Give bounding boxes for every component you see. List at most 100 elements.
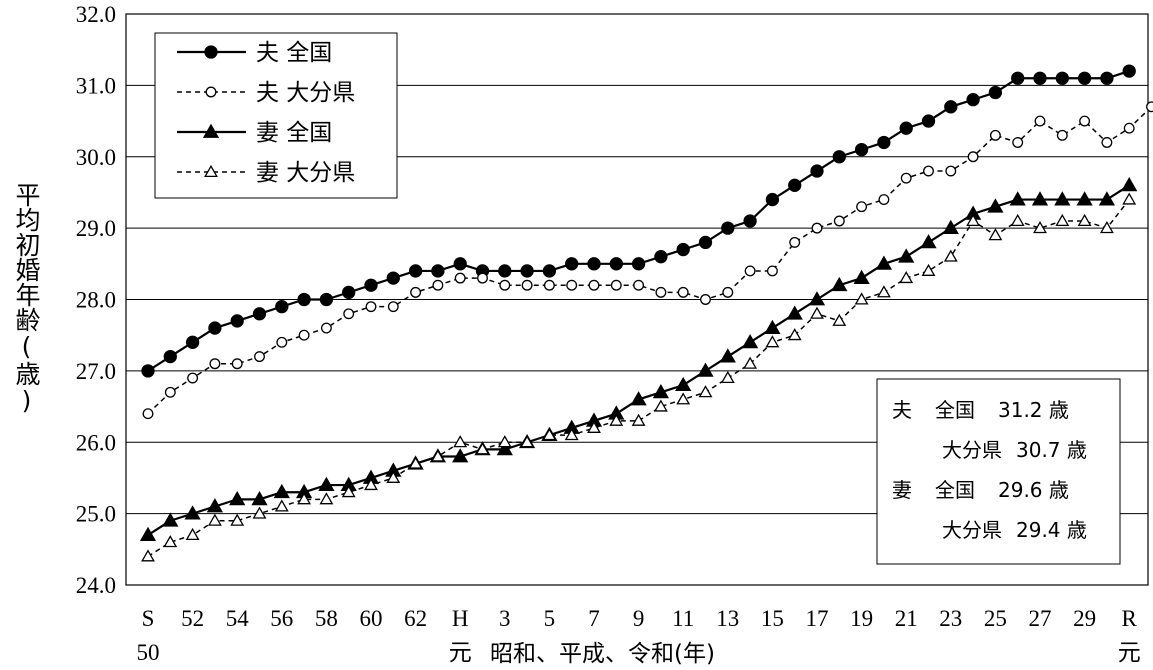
data-point <box>766 265 778 277</box>
data-point <box>254 351 265 363</box>
data-point <box>452 448 469 463</box>
data-point <box>298 329 310 341</box>
data-point <box>944 100 958 114</box>
data-point <box>543 279 555 291</box>
data-point <box>987 198 1004 213</box>
data-point <box>204 164 218 178</box>
data-point <box>989 129 1001 141</box>
data-point <box>497 435 512 448</box>
y-tick-label: 25.0 <box>76 502 116 527</box>
data-point <box>231 358 243 370</box>
data-point <box>252 506 267 519</box>
data-point <box>318 476 335 491</box>
x-tick-label-sub: 元 <box>1118 640 1141 665</box>
data-point <box>386 470 401 483</box>
data-point <box>788 178 802 192</box>
value-annotation-box: 夫全国 31.2 歳大分県 30.7 歳妻 全国 29.6 歳大分県 29.4 歳 <box>876 378 1121 565</box>
data-point <box>744 265 756 277</box>
data-point <box>853 269 870 284</box>
data-point <box>875 255 893 270</box>
data-point <box>654 250 668 264</box>
data-point <box>633 279 645 291</box>
data-point <box>765 192 780 207</box>
x-axis-label: 昭和、平成、令和(年) <box>490 641 715 667</box>
x-tick-label: 29 <box>1073 606 1096 631</box>
series-layer <box>139 64 1153 562</box>
data-point <box>230 314 244 328</box>
data-point <box>432 279 444 291</box>
data-point <box>899 121 913 135</box>
data-point <box>453 257 467 271</box>
x-tick-label: 60 <box>360 606 383 631</box>
data-point <box>162 512 179 527</box>
data-point <box>787 328 802 341</box>
data-point <box>566 279 578 291</box>
data-point <box>675 376 692 392</box>
data-point <box>1122 64 1136 78</box>
series-line <box>141 192 1137 562</box>
data-point <box>943 249 958 262</box>
plot-frame <box>125 13 1149 586</box>
data-point <box>141 549 155 562</box>
data-point <box>206 498 224 513</box>
data-point <box>1054 191 1071 206</box>
y-tick-label: 24.0 <box>76 573 116 598</box>
data-point <box>653 399 668 412</box>
data-point <box>499 279 511 291</box>
data-point <box>1077 213 1092 226</box>
data-point <box>743 356 758 369</box>
data-point <box>164 386 176 398</box>
data-point <box>610 279 622 291</box>
data-point <box>342 285 356 300</box>
annotation-area: 大分県 <box>942 518 1002 542</box>
data-point <box>988 228 1003 241</box>
annotation-area: 大分県 <box>942 438 1002 462</box>
data-point <box>251 491 268 506</box>
y-axis-ticks: 24.0 25.0 26.0 27.0 28.0 29.0 30.0 31.0 32.0 <box>76 2 116 598</box>
annotation-area: 全国 <box>935 478 975 502</box>
data-point <box>142 408 154 420</box>
annotation-area: 全国 <box>935 398 975 422</box>
data-point <box>520 435 535 448</box>
data-point <box>1076 191 1093 206</box>
data-point <box>743 214 757 228</box>
data-point <box>698 385 713 398</box>
data-point <box>676 392 691 405</box>
data-point <box>453 435 468 448</box>
y-tick-label: 26.0 <box>76 430 116 455</box>
x-tick-label: 19 <box>850 606 873 631</box>
data-point <box>276 336 288 348</box>
data-point <box>204 45 218 59</box>
data-point <box>764 319 781 334</box>
legend-box <box>154 32 398 199</box>
data-point <box>587 257 601 271</box>
x-tick-label: 56 <box>270 606 293 631</box>
legend-label: 夫 全国 <box>256 40 332 66</box>
x-tick-label: 7 <box>588 606 600 631</box>
data-point <box>810 164 824 178</box>
data-point <box>1011 71 1025 85</box>
data-point <box>139 526 157 541</box>
data-point <box>209 358 221 370</box>
data-point <box>832 150 846 164</box>
data-point <box>1077 71 1092 85</box>
data-point <box>297 492 312 505</box>
data-point <box>1009 191 1026 206</box>
data-point <box>564 428 579 441</box>
data-point <box>721 221 735 235</box>
data-point <box>630 391 647 406</box>
data-point <box>966 213 981 226</box>
x-tick-label-sub: 元 <box>449 640 472 665</box>
x-tick-label: 54 <box>226 606 250 631</box>
annotation-box <box>876 378 1121 565</box>
data-point <box>387 301 399 313</box>
data-point <box>454 272 466 284</box>
data-point <box>898 248 915 263</box>
x-tick-label: 9 <box>633 606 645 631</box>
y-tick-label: 28.0 <box>76 288 116 313</box>
data-point <box>364 477 378 491</box>
data-point <box>1121 176 1138 192</box>
